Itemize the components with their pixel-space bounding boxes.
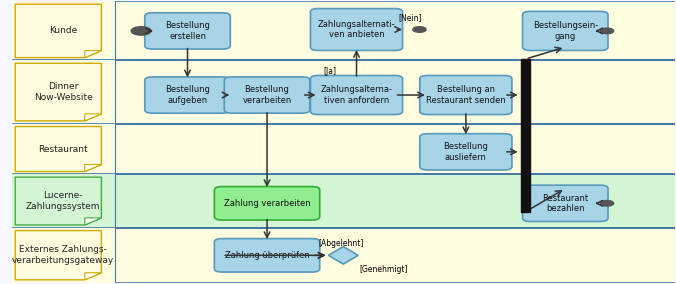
FancyBboxPatch shape: [12, 1, 115, 60]
Text: Externes Zahlungs-
verarbeitungsgateway: Externes Zahlungs- verarbeitungsgateway: [12, 245, 114, 265]
Text: Dinner
Now-Website: Dinner Now-Website: [34, 82, 93, 102]
FancyBboxPatch shape: [12, 60, 675, 124]
Polygon shape: [16, 4, 101, 58]
FancyBboxPatch shape: [145, 13, 231, 49]
FancyBboxPatch shape: [523, 11, 608, 51]
FancyBboxPatch shape: [12, 124, 115, 174]
Text: Lucerne-
Zahlungssystem: Lucerne- Zahlungssystem: [26, 191, 101, 211]
FancyBboxPatch shape: [310, 9, 403, 51]
FancyBboxPatch shape: [12, 228, 675, 283]
Text: Bestellung
erstellen: Bestellung erstellen: [165, 21, 210, 41]
FancyBboxPatch shape: [145, 77, 231, 113]
FancyBboxPatch shape: [12, 1, 675, 60]
Text: Bestellung
aufgeben: Bestellung aufgeben: [165, 85, 210, 105]
Text: Bestellungsein-
gang: Bestellungsein- gang: [533, 21, 598, 41]
Circle shape: [131, 27, 151, 35]
Polygon shape: [84, 51, 101, 58]
Text: Zahlungsalterna-
tiven anfordern: Zahlungsalterna- tiven anfordern: [320, 85, 393, 105]
FancyBboxPatch shape: [420, 134, 512, 170]
Polygon shape: [84, 164, 101, 172]
FancyBboxPatch shape: [224, 77, 310, 113]
FancyBboxPatch shape: [214, 239, 320, 272]
Text: Bestellung
ausliefern: Bestellung ausliefern: [443, 142, 488, 162]
FancyBboxPatch shape: [12, 174, 675, 228]
Polygon shape: [16, 63, 101, 121]
FancyBboxPatch shape: [420, 76, 512, 114]
FancyBboxPatch shape: [310, 76, 403, 114]
Text: [Nein]: [Nein]: [398, 13, 421, 22]
Polygon shape: [329, 247, 358, 264]
Circle shape: [600, 28, 614, 34]
Text: Zahlung überprüfen: Zahlung überprüfen: [224, 251, 310, 260]
Polygon shape: [84, 114, 101, 121]
FancyBboxPatch shape: [12, 60, 115, 124]
FancyBboxPatch shape: [523, 185, 608, 222]
Text: Restaurant: Restaurant: [39, 145, 88, 154]
FancyBboxPatch shape: [521, 59, 531, 212]
Text: Bestellung an
Restaurant senden: Bestellung an Restaurant senden: [426, 85, 506, 105]
Circle shape: [600, 201, 614, 206]
Circle shape: [413, 27, 426, 32]
Polygon shape: [84, 273, 101, 280]
FancyBboxPatch shape: [12, 174, 115, 228]
FancyBboxPatch shape: [12, 124, 675, 174]
Polygon shape: [16, 127, 101, 172]
Polygon shape: [16, 231, 101, 280]
Text: [Abgelehnt]: [Abgelehnt]: [318, 239, 364, 248]
Text: Kunde: Kunde: [49, 26, 77, 36]
Text: Zahlung verarbeiten: Zahlung verarbeiten: [224, 199, 310, 208]
Text: [Genehmigt]: [Genehmigt]: [360, 265, 408, 274]
Text: Zahlungsalternati-
ven anbieten: Zahlungsalternati- ven anbieten: [318, 20, 395, 39]
FancyBboxPatch shape: [12, 228, 115, 283]
Polygon shape: [84, 218, 101, 225]
FancyBboxPatch shape: [214, 187, 320, 220]
Text: Bestellung
verarbeiten: Bestellung verarbeiten: [243, 85, 291, 105]
Text: [Ja]: [Ja]: [324, 67, 337, 76]
Polygon shape: [16, 177, 101, 225]
Text: Restaurant
bezahlen: Restaurant bezahlen: [542, 194, 588, 213]
